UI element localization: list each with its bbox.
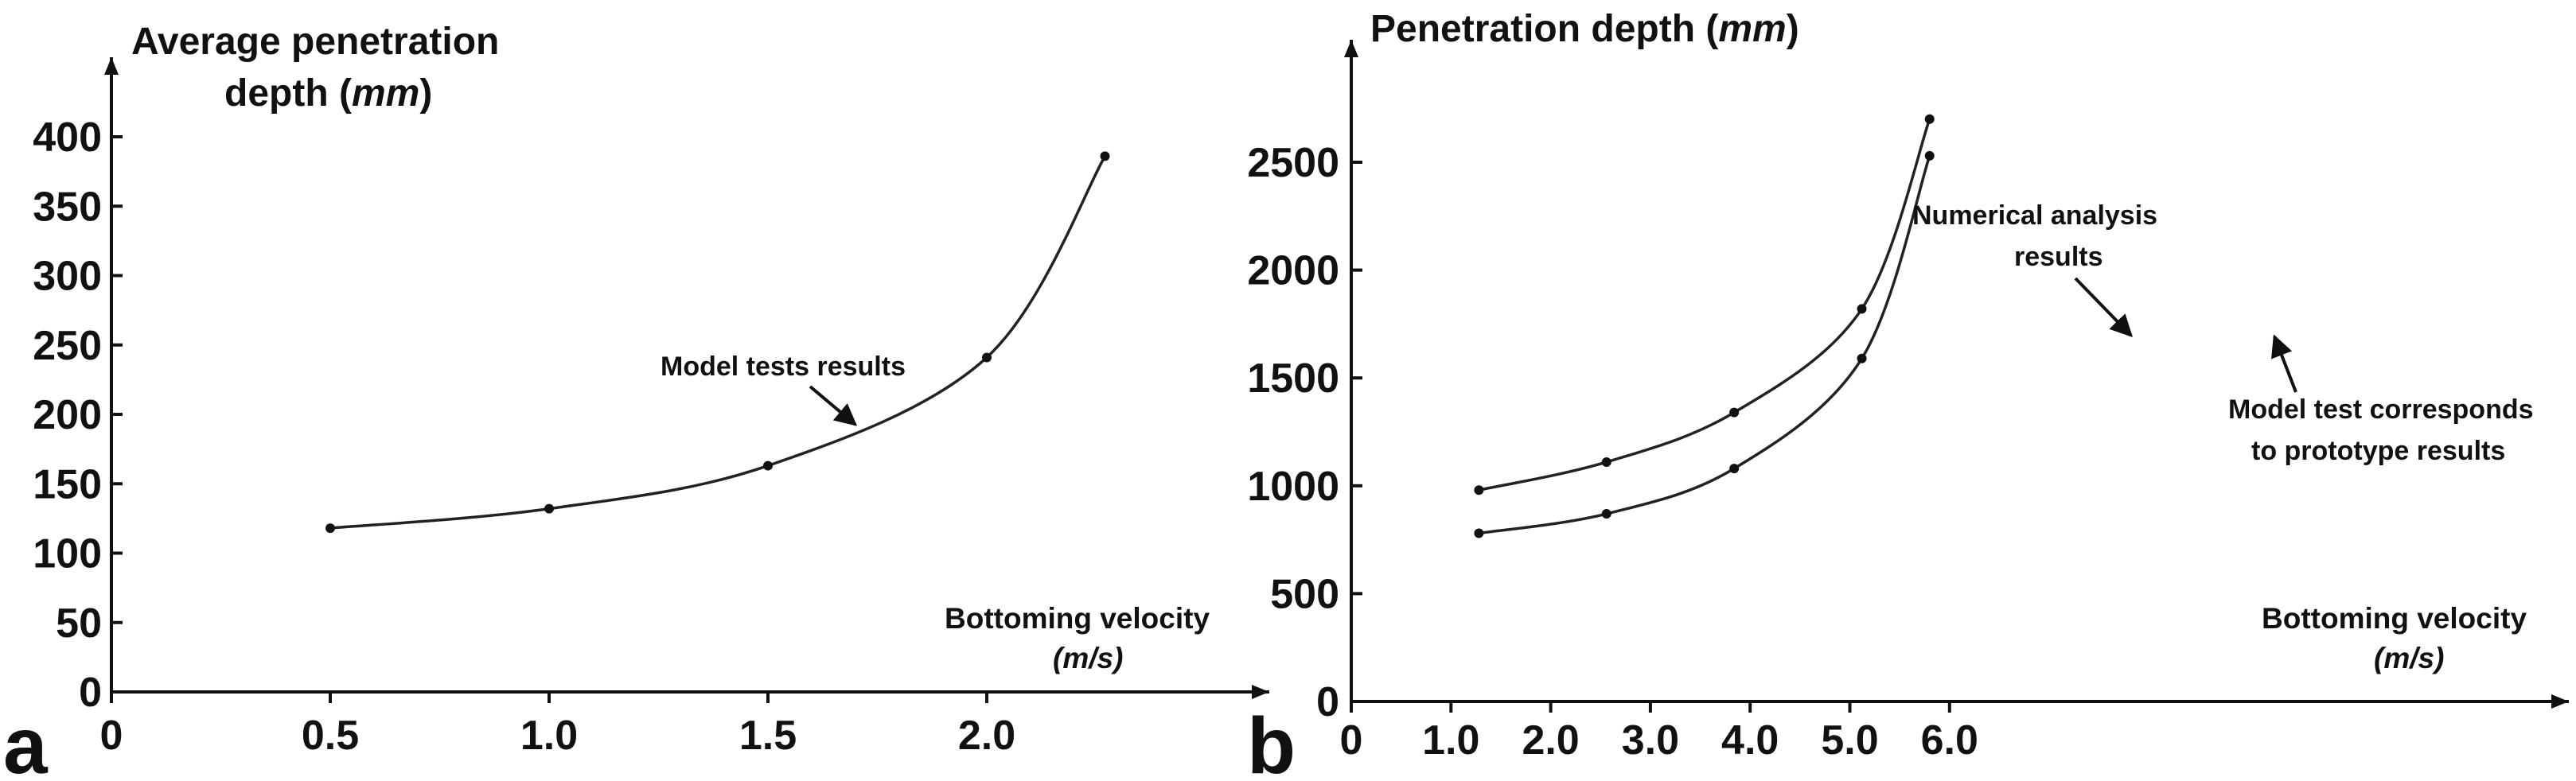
- chart-a-xunit: (m/s): [1053, 642, 1123, 674]
- chart-a: 0 50 100 150 200 250 300 350 400 0 0.5 1.0 1.5 2.0 A…: [3, 21, 1269, 781]
- chart-b-x-tick-label-3: 3.0: [1622, 717, 1679, 764]
- chart-a-annotation-arrow: [809, 385, 858, 426]
- chart-a-y-tick-label-3: 150: [33, 461, 102, 507]
- chart-b-title-unit: mm: [1718, 8, 1786, 50]
- chart-a-x-tick-label-1: 0.5: [302, 713, 359, 759]
- chart-b-annotation-numerical-arrow: [2074, 277, 2133, 338]
- chart-a-y-tick-label-5: 250: [33, 323, 102, 369]
- chart-a-series-0-line: [329, 155, 1107, 530]
- chart-b-series-1-point-4: [1924, 150, 1935, 161]
- chart-a-panel-label: a: [3, 701, 49, 781]
- chart-a-x-tick-label-2: 1.0: [520, 713, 578, 759]
- chart-b: 0 500 1000 1500 2000 2500 0 1.0 2.0 3.0 4.0 5.0 6.0…: [1247, 8, 2569, 781]
- chart-b-y-tick-label-3: 1500: [1247, 356, 1339, 402]
- chart-b-series-0-line: [1479, 119, 1931, 492]
- chart-b-y-ticks: 0 500 1000 1500 2000 2500: [1247, 140, 1362, 725]
- chart-b-series-0-point-0: [1474, 485, 1484, 495]
- chart-b-x-tick-label-4: 4.0: [1721, 717, 1779, 764]
- chart-a-y-ticks: 0 50 100 150 200 250 300 350 400: [33, 115, 123, 716]
- chart-b-title: Penetration depth (mm): [1370, 8, 1799, 50]
- chart-b-annotation-numerical-line1: Numerical analysis: [1912, 200, 2157, 231]
- chart-b-series-1-point-2: [1729, 464, 1740, 474]
- chart-b-xunit: (m/s): [2374, 642, 2444, 674]
- chart-b-series-1-line: [1479, 155, 1931, 535]
- chart-b-annotation-model-line1: Model test corresponds: [2228, 394, 2534, 425]
- chart-b-series-0-point-1: [1601, 457, 1611, 467]
- chart-b-title-close: ): [1787, 8, 1799, 50]
- chart-a-series: [325, 151, 1110, 534]
- chart-b-series-0-point-2: [1729, 407, 1740, 418]
- chart-b-title-text: Penetration depth (: [1370, 8, 1718, 50]
- chart-a-x-tick-label-4: 2.0: [958, 713, 1015, 759]
- chart-a-y-tick-label-0: 0: [79, 670, 102, 716]
- chart-b-x-tick-label-6: 6.0: [1921, 717, 1978, 764]
- chart-b-series-0-point-4: [1924, 114, 1935, 124]
- chart-b-y-tick-label-1: 500: [1270, 571, 1339, 617]
- chart-b-x-ticks: 0 1.0 2.0 3.0 4.0 5.0 6.0: [1340, 701, 1978, 764]
- chart-b-xlabel: Bottoming velocity: [2262, 602, 2527, 635]
- chart-a-xlabel: Bottoming velocity: [945, 602, 1210, 635]
- chart-a-y-tick-label-8: 400: [33, 115, 102, 161]
- chart-b-series-1-point-1: [1601, 509, 1611, 519]
- chart-b-x-tick-label-5: 5.0: [1821, 717, 1878, 764]
- chart-b-series-0-point-3: [1857, 304, 1867, 314]
- chart-b-series-1-point-3: [1857, 353, 1867, 363]
- chart-b-y-tick-label-0: 0: [1316, 679, 1339, 725]
- chart-a-x-axis-arrow: [1252, 685, 1269, 699]
- chart-a-series-0-point-1: [544, 503, 554, 514]
- chart-a-series-0-point-0: [325, 523, 335, 534]
- chart-b-y-tick-label-5: 2500: [1247, 140, 1339, 186]
- chart-b-annotation-model-arrow: [2271, 334, 2297, 393]
- chart-a-y-tick-label-4: 200: [33, 392, 102, 438]
- chart-b-series: [1474, 114, 1935, 538]
- chart-b-series-1-point-0: [1474, 528, 1484, 538]
- chart-b-x-tick-label-0: 0: [1340, 717, 1363, 764]
- chart-a-x-ticks: 0 0.5 1.0 1.5 2.0: [100, 692, 1015, 759]
- chart-a-title-close: ): [419, 72, 432, 115]
- chart-b-y-tick-label-4: 2000: [1247, 248, 1339, 294]
- chart-a-annotation-model-tests: Model tests results: [661, 352, 906, 382]
- chart-b-annotation-numerical-line2: results: [2014, 242, 2103, 272]
- chart-a-series-0-point-3: [982, 352, 992, 363]
- chart-a-title-unit: mm: [352, 72, 419, 115]
- chart-b-y-tick-label-2: 1000: [1247, 464, 1339, 510]
- chart-a-title-line1: Average penetration: [131, 21, 499, 63]
- chart-a-x-tick-label-3: 1.5: [739, 713, 797, 759]
- chart-a-y-axis-arrow: [104, 57, 119, 75]
- chart-a-series-0-point-2: [763, 460, 773, 471]
- chart-a-x-tick-label-0: 0: [100, 713, 123, 759]
- chart-a-y-tick-label-1: 50: [56, 600, 102, 647]
- chart-b-x-axis-arrow: [2551, 694, 2569, 709]
- chart-a-y-tick-label-7: 350: [33, 184, 102, 230]
- chart-b-x-tick-label-1: 1.0: [1422, 717, 1479, 764]
- chart-a-y-tick-label-6: 300: [33, 254, 102, 300]
- chart-b-panel-label: b: [1247, 701, 1296, 781]
- chart-a-y-tick-label-2: 100: [33, 531, 102, 577]
- chart-a-title-text: depth (: [224, 72, 352, 115]
- chart-b-annotation-model-line2: to prototype results: [2251, 436, 2505, 466]
- chart-b-y-axis-arrow: [1344, 40, 1358, 57]
- chart-a-title-line2: depth (mm): [224, 72, 432, 115]
- chart-a-series-0-point-4: [1100, 151, 1110, 161]
- chart-b-x-tick-label-2: 2.0: [1522, 717, 1579, 764]
